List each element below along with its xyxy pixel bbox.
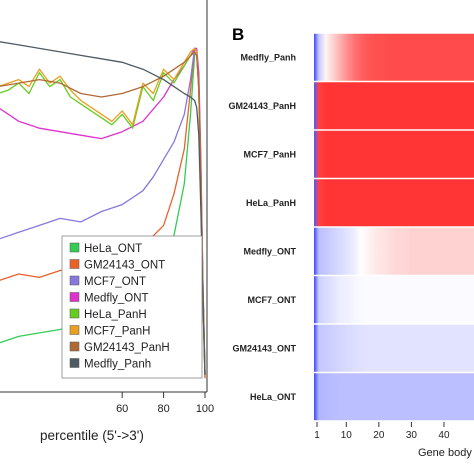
legend-swatch bbox=[69, 259, 80, 269]
legend-swatch bbox=[69, 242, 80, 253]
x-axis-title: percentile (5'->3') bbox=[40, 428, 144, 443]
legend-swatch bbox=[69, 341, 80, 352]
heatmap-row-labels: Medfly_Panh GM24143_PanH MCF7_PanH HeLa_Pan… bbox=[228, 52, 296, 402]
series-line-gm24143-panh bbox=[0, 51, 206, 375]
legend-swatch bbox=[69, 358, 80, 368]
heatmap-tick-label: 20 bbox=[373, 430, 385, 441]
legend: HeLa_ONT GM24143_ONT MCF7_ONT Medfly_ONT HeL… bbox=[61, 235, 203, 379]
heatmap-row bbox=[314, 276, 474, 324]
heatmap-panel: B Medfly_Panh GM24143_PanH MCF7_PanH HeLa_P… bbox=[228, 25, 474, 459]
legend-label: MCF7_PanH bbox=[84, 326, 150, 338]
legend-items: HeLa_ONT GM24143_ONT MCF7_ONT Medfly_ONT HeL… bbox=[69, 242, 170, 371]
legend-swatch bbox=[69, 292, 80, 302]
series-line-medfly-ont bbox=[0, 47, 206, 375]
heatmap-row bbox=[314, 227, 474, 275]
heatmap-x-ticks: 1 10 20 30 40 bbox=[314, 422, 450, 441]
legend-box bbox=[61, 235, 203, 379]
legend-label: HeLa_PanH bbox=[84, 309, 147, 321]
legend-swatch bbox=[69, 308, 80, 319]
panel-letter-b: B bbox=[232, 25, 244, 44]
x-axis-ticks: 60 80 100 bbox=[116, 392, 214, 415]
heatmap-row bbox=[314, 324, 474, 372]
heatmap-tick-label: 10 bbox=[341, 430, 353, 441]
x-tick-label: 60 bbox=[116, 403, 128, 415]
heatmap-tick-label: 30 bbox=[406, 430, 418, 441]
heatmap-row-label: Medfly_Panh bbox=[240, 52, 296, 62]
heatmap-x-axis-title: Gene body bbox=[418, 447, 472, 459]
heatmap-row bbox=[314, 33, 474, 81]
legend-label: Medfly_ONT bbox=[84, 293, 149, 305]
legend-swatch bbox=[69, 325, 80, 335]
heatmap-tick-label: 1 bbox=[314, 430, 320, 441]
heatmap-tick-label: 40 bbox=[438, 430, 450, 441]
coverage-lines bbox=[0, 41, 206, 379]
heatmap-row bbox=[314, 373, 474, 421]
heatmap-row-label: HeLa_ONT bbox=[250, 392, 297, 402]
heatmap-rows bbox=[314, 33, 474, 421]
series-line-mcf7-panh bbox=[0, 47, 206, 375]
heatmap-row-label: GM24143_ONT bbox=[232, 343, 296, 353]
legend-label: GM24143_PanH bbox=[84, 342, 170, 354]
heatmap-row bbox=[314, 82, 474, 130]
line-chart-panel: 60 80 100 percentile (5'->3') HeLa_ONT GM24… bbox=[0, 0, 214, 443]
heatmap-row bbox=[314, 130, 474, 178]
x-tick-label: 80 bbox=[157, 403, 169, 415]
legend-swatch bbox=[69, 275, 80, 286]
legend-label: GM24143_ONT bbox=[84, 260, 165, 272]
heatmap-row-label: GM24143_PanH bbox=[228, 101, 296, 111]
legend-label: MCF7_ONT bbox=[84, 276, 146, 288]
heatmap-row-label: HeLa_PanH bbox=[246, 198, 296, 208]
x-tick-label: 100 bbox=[196, 403, 214, 415]
heatmap-row bbox=[314, 179, 474, 227]
legend-label: Medfly_Panh bbox=[84, 359, 151, 371]
legend-label: HeLa_ONT bbox=[84, 243, 142, 255]
series-line-medfly-panh bbox=[0, 41, 206, 375]
heatmap-row-label: MCF7_ONT bbox=[247, 295, 296, 305]
heatmap-row-label: Medfly_ONT bbox=[243, 246, 296, 256]
heatmap-row-label: MCF7_PanH bbox=[243, 149, 296, 159]
